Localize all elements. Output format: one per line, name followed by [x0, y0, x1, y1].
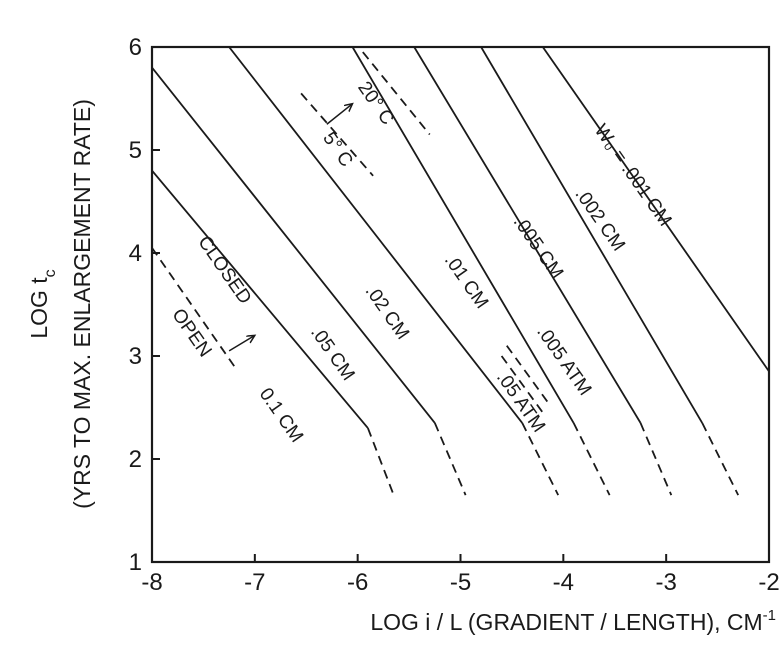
series-line-005-cm-dashed [639, 422, 673, 496]
curve-label-5-c: 5° C [318, 128, 357, 170]
curve-label-05-cm: .05 CM [306, 323, 358, 385]
curve-label-20-c: 20° C [353, 78, 398, 129]
x-tick-label: -3 [655, 569, 676, 596]
curve-label-005-cm: .005 CM [509, 212, 567, 283]
y-tick-label: 5 [129, 137, 142, 164]
series-line-02-cm-dashed [521, 422, 560, 496]
curve-label-closed: CLOSED [193, 232, 255, 308]
x-axis-title-text: LOG i / L (GRADIENT / LENGTH), CM [370, 609, 762, 635]
curve-label-open: OPEN [167, 305, 215, 361]
y-axis-title-line2: (YRS TO MAX. ENLARGEMENT RATE) [69, 99, 95, 509]
x-tick-label: -8 [141, 569, 162, 596]
series-line-05-cm-dashed [433, 422, 467, 496]
curve-label-02-cm: .02 CM [361, 281, 413, 343]
series-line-5-c-dashed [300, 92, 374, 177]
series-line-01-cm-solid [351, 47, 575, 424]
y-tick-label: 3 [129, 343, 142, 370]
y-tick-label: 4 [129, 240, 142, 267]
series-line-02-cm-solid [228, 47, 523, 424]
y-tick-label: 2 [129, 446, 142, 473]
y-axis-title-line1: LOG tc [26, 269, 59, 338]
arrow-layer [228, 104, 353, 352]
series-line-20-c-dashed [362, 51, 431, 136]
temperature-shift-arrow-2 [228, 335, 255, 352]
series-line-0-1-cm-solid [152, 170, 369, 429]
x-tick-label: -2 [758, 569, 779, 596]
curve-label-0-1-cm: 0.1 CM [255, 384, 307, 446]
y-axis-title-text: LOG t [26, 277, 52, 339]
series-line-open-dashed [152, 247, 236, 367]
series-line-w-001-cm-solid [542, 47, 769, 372]
series-line-01-cm-dashed [572, 422, 611, 496]
x-tick-label: -4 [553, 569, 574, 596]
temperature-shift-arrow-1 [326, 104, 353, 125]
y-axis-title-subscript: c [42, 269, 59, 277]
x-axis-title: LOG i / L (GRADIENT / LENGTH), CM-1 [370, 607, 776, 635]
series-line-005-cm-solid [413, 47, 642, 424]
x-tick-label: -7 [244, 569, 265, 596]
tick-layer: -8 -7 -6 -5 -4 -3 -2 1 2 3 4 5 6 [129, 34, 780, 596]
series-line-002-cm-dashed [701, 422, 740, 496]
label-layer: W₀ = .001 CM.002 CM.005 CM.01 CM.005 ATM… [167, 78, 675, 447]
x-axis-title-superscript: -1 [763, 607, 776, 624]
series-line-002-cm-solid [480, 47, 703, 424]
y-tick-label: 1 [129, 549, 142, 576]
curve-label-002-cm: .002 CM [571, 184, 629, 255]
series-line-005-atm-dashed [506, 345, 549, 403]
series-line-05-atm-dashed [500, 355, 544, 414]
series-line-05-cm-solid [152, 67, 436, 424]
series-layer [152, 47, 769, 496]
x-tick-label: -6 [347, 569, 368, 596]
curve-label-01-cm: .01 CM [440, 250, 492, 312]
x-tick-label: -5 [450, 569, 471, 596]
curve-label-05-atm: .05 ATM [492, 368, 549, 437]
series-line-0-1-cm-dashed [367, 427, 395, 496]
y-tick-label: 6 [129, 34, 142, 61]
